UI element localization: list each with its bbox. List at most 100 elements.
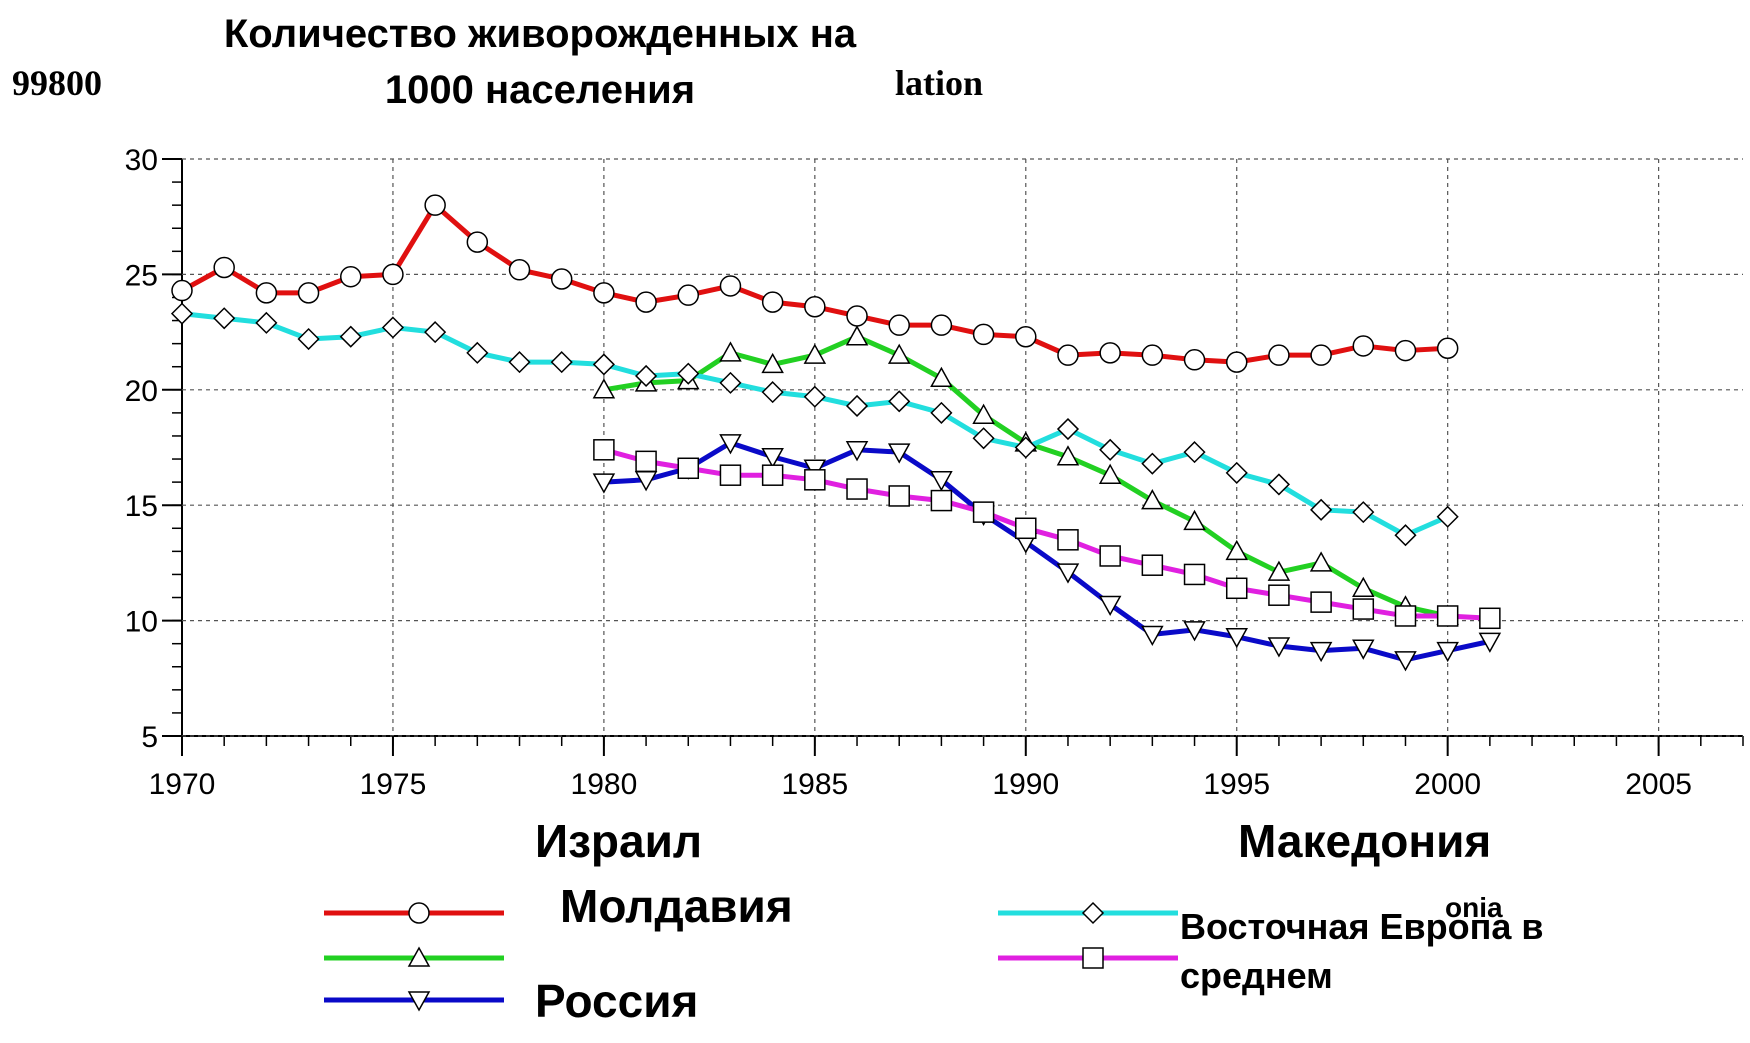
data-point (1225, 628, 1249, 649)
data-point (255, 311, 278, 334)
data-point (592, 473, 616, 494)
data-point (1056, 417, 1080, 441)
y-tick-label: 20 (125, 375, 158, 408)
x-tick-label: 1975 (360, 768, 427, 801)
y-tick-label: 5 (141, 721, 158, 754)
data-point (719, 275, 742, 297)
data-point (635, 450, 657, 473)
data-point (1057, 529, 1079, 551)
data-point (972, 403, 995, 424)
data-point (1310, 498, 1333, 521)
data-point (508, 259, 531, 281)
data-point (845, 394, 869, 418)
data-point (1394, 339, 1417, 362)
data-point (1183, 349, 1206, 371)
data-point (1394, 524, 1417, 547)
data-point (1267, 637, 1291, 658)
data-point (1436, 641, 1459, 663)
data-point (1352, 576, 1375, 598)
data-point (635, 364, 658, 388)
data-point (1183, 441, 1206, 464)
data-point (1099, 545, 1121, 567)
data-point (382, 263, 404, 286)
data-point (1141, 452, 1164, 475)
data-point (930, 489, 953, 512)
chart-title: Количество живорожденных на 1000 населен… (223, 12, 857, 112)
data-point (593, 282, 615, 304)
legend-label: Россия (535, 975, 699, 1028)
data-point (592, 378, 616, 399)
data-point (719, 464, 742, 486)
data-point (1352, 335, 1375, 357)
data-point (339, 325, 362, 348)
data-point (1310, 344, 1332, 366)
data-point (1309, 551, 1333, 572)
data-point (171, 279, 193, 302)
data-point (1225, 461, 1248, 484)
data-point (677, 284, 700, 306)
data-point (1267, 560, 1291, 581)
data-point (466, 231, 489, 253)
data-point (255, 282, 278, 304)
data-point (888, 485, 910, 507)
y-tick-label: 15 (125, 490, 158, 523)
data-point (1015, 517, 1037, 540)
data-point (972, 501, 995, 523)
data-point (1183, 563, 1206, 586)
data-point (845, 325, 869, 346)
data-point (719, 434, 742, 455)
data-point (845, 441, 869, 462)
data-point (803, 343, 827, 364)
data-point (972, 427, 995, 450)
data-point (213, 256, 235, 279)
data-point (846, 305, 868, 327)
data-point (1267, 473, 1290, 496)
data-point (1436, 605, 1459, 627)
data-point (213, 307, 236, 330)
data-point (1098, 595, 1122, 616)
data-point (1015, 325, 1037, 348)
data-point (508, 351, 531, 374)
data-point (972, 323, 995, 346)
data-point (930, 471, 953, 492)
series-line (603, 440, 1491, 663)
data-point (340, 265, 362, 288)
data-point (761, 352, 784, 374)
legend-label: Израил (535, 815, 703, 868)
data-point (1225, 351, 1248, 373)
x-tick-label: 1980 (571, 768, 638, 801)
annotation: 99800 (12, 63, 102, 103)
data-point (1479, 607, 1501, 630)
y-tick-label: 25 (125, 259, 158, 292)
data-point (1183, 509, 1206, 531)
data-point (550, 351, 573, 374)
data-point (930, 401, 953, 424)
data-point (1141, 554, 1164, 576)
data-point (1352, 639, 1375, 660)
data-point (1478, 632, 1502, 653)
series-line (603, 447, 1490, 621)
data-point (1436, 337, 1459, 360)
x-tick-label: 1995 (1203, 768, 1270, 801)
data-point (592, 353, 615, 376)
data-point (803, 385, 826, 408)
legend-label: Молдавия (560, 880, 793, 933)
legend-marker (1081, 901, 1105, 925)
data-point (1099, 438, 1122, 461)
data-point (1225, 577, 1248, 600)
data-point (761, 381, 784, 404)
data-point (761, 291, 784, 313)
data-point (635, 291, 657, 313)
x-tick-label: 2005 (1625, 768, 1692, 801)
x-tick-label: 1985 (781, 768, 848, 801)
x-tick-label: 1970 (149, 768, 216, 801)
legend-label: Восточная Европа в среднем (1180, 906, 1544, 996)
data-point (888, 390, 911, 413)
data-point (1057, 344, 1079, 366)
data-point (930, 314, 953, 336)
data-point (297, 282, 320, 304)
data-point (804, 295, 826, 318)
data-point (1225, 539, 1249, 561)
legend-marker (407, 991, 431, 1012)
